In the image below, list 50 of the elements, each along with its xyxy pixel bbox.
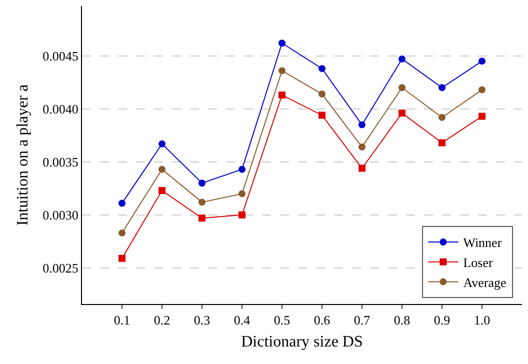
legend-label: Loser [463,254,494,270]
point [478,86,486,94]
y-axis-title: Intuition on a player a [14,84,32,226]
x-tick-label: 0.2 [154,312,170,328]
x-axis-title: Dictionary size DS [241,333,363,350]
point [198,180,206,187]
point [438,139,446,146]
point [278,67,286,74]
point [318,90,326,98]
point [398,56,406,63]
point [278,92,286,99]
point [118,200,126,207]
point [478,58,486,65]
point [398,110,406,117]
y-tick-label: 0.0045 [42,48,78,64]
x-tick-label: 0.3 [194,312,210,328]
point [238,166,246,173]
point [158,187,166,194]
x-tick-label: 1.0 [474,312,490,328]
point [158,166,166,173]
point [278,40,286,47]
point [438,114,446,121]
point [238,190,246,198]
point [478,112,486,120]
y-tick-label: 0.0040 [42,101,78,116]
point [118,254,126,262]
point [198,214,206,222]
x-tick-label: 0.7 [354,312,371,328]
point [438,84,446,92]
y-tick-label: 0.0035 [42,154,78,170]
x-tick-label: 0.1 [114,312,130,328]
point [398,84,406,92]
y-tick-label: 0.0025 [42,260,78,276]
point [198,198,206,206]
point [118,229,126,236]
point [238,211,246,218]
x-tick-label: 0.9 [434,312,450,328]
point [158,140,166,148]
point [358,164,366,172]
x-tick-label: 0.8 [394,312,410,328]
point [358,121,366,128]
point [358,144,366,151]
legend-label: Average [463,274,506,290]
point [318,112,326,119]
y-tick-label: 0.0030 [42,207,78,222]
point [318,65,326,72]
x-tick-label: 0.5 [274,312,290,328]
x-tick-label: 0.6 [314,312,331,328]
legend-label: Winner [463,235,502,250]
x-tick-label: 0.4 [234,312,251,328]
